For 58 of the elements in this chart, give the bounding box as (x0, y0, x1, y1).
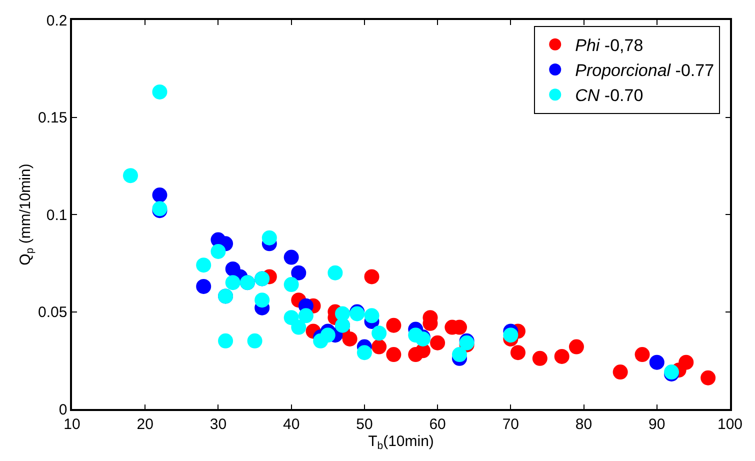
point (122, 168, 138, 184)
point (196, 258, 212, 273)
x-tick-label: 10 (64, 416, 80, 433)
point (284, 250, 299, 265)
point (700, 370, 716, 386)
point (532, 350, 548, 366)
point (356, 345, 372, 360)
legend-label: Proporcional -0.77 (575, 61, 714, 80)
point (503, 328, 518, 343)
y-tick-label: 0.05 (38, 304, 68, 321)
point (284, 277, 299, 292)
point (247, 333, 262, 348)
x-tick-label: 50 (356, 416, 373, 433)
x-tick-label: 90 (648, 416, 666, 433)
legend-label: CN -0.70 (575, 86, 644, 106)
point (386, 318, 402, 333)
point (364, 269, 380, 284)
point (678, 354, 694, 370)
x-tick-label: 60 (429, 416, 446, 433)
point (634, 347, 650, 362)
legend-label: Phi -0,78 (575, 36, 644, 56)
point (225, 275, 240, 290)
point (152, 84, 168, 100)
point (254, 292, 270, 308)
x-tick-label: 70 (502, 416, 520, 433)
point (291, 320, 306, 335)
point (372, 326, 387, 341)
x-axis-title: T$_{b}$(10min) (368, 432, 434, 452)
y-tick-label: 0.15 (38, 110, 68, 126)
point (364, 308, 380, 324)
point (649, 354, 664, 370)
point (328, 265, 343, 280)
y-tick-label: 0.1 (46, 206, 68, 224)
point (262, 230, 277, 246)
point (218, 333, 234, 348)
point (298, 308, 314, 324)
point (372, 339, 387, 354)
x-tick-label: 80 (575, 416, 592, 433)
x-tick-label: 100 (717, 416, 743, 433)
point (196, 278, 212, 294)
point (291, 265, 306, 280)
point (554, 348, 570, 364)
point (612, 364, 628, 380)
point (320, 328, 336, 343)
point (452, 347, 467, 362)
point (510, 345, 526, 360)
point (568, 339, 584, 354)
point (430, 335, 446, 350)
point (284, 310, 299, 326)
point (342, 331, 358, 346)
point (210, 244, 226, 259)
point (386, 347, 402, 362)
y-tick-label: 0 (58, 401, 68, 418)
x-tick-label: 40 (282, 416, 300, 433)
point (152, 188, 168, 203)
x-tick-label: 30 (210, 416, 227, 433)
x-tick-label: 20 (136, 416, 154, 433)
y-tick-label: 0.2 (46, 12, 68, 30)
